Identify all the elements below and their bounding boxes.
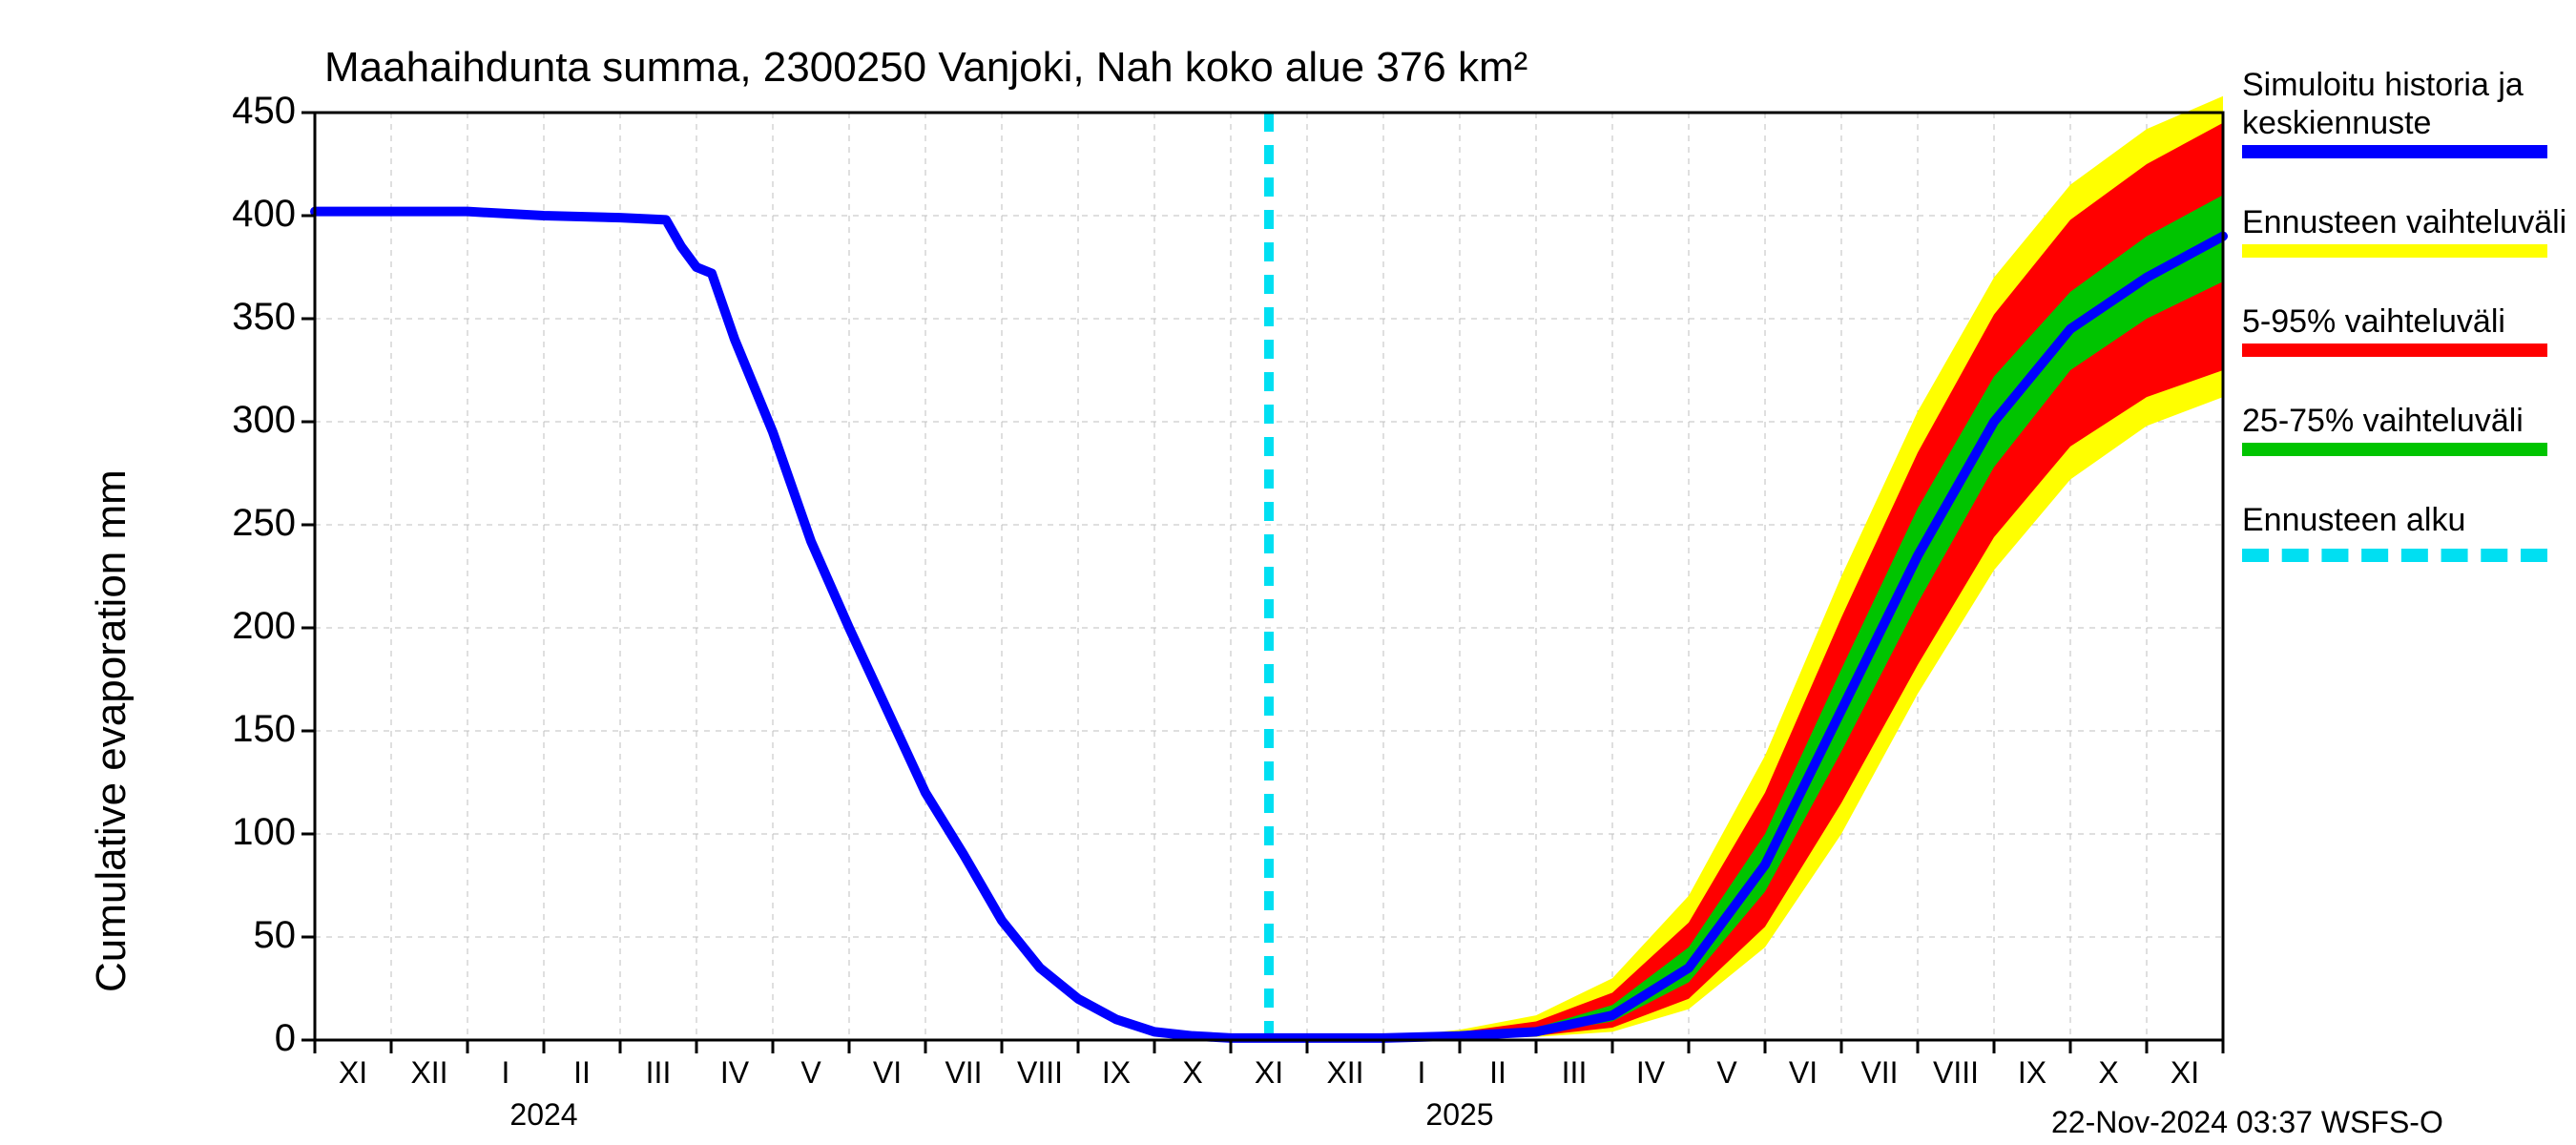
legend-swatch xyxy=(2242,145,2547,158)
footer-timestamp: 22-Nov-2024 03:37 WSFS-O xyxy=(2051,1105,2443,1140)
legend-label: 25-75% vaihteluväli xyxy=(2242,403,2524,440)
legend-label: Ennusteen alku xyxy=(2242,502,2465,539)
legend-label: 5-95% vaihteluväli xyxy=(2242,303,2505,341)
legend-swatch xyxy=(2242,244,2547,258)
legend-label: Simuloitu historia ja xyxy=(2242,67,2524,104)
legend-label: keskiennuste xyxy=(2242,105,2431,142)
evaporation-chart: Maahaihdunta summa, 2300250 Vanjoki, Nah… xyxy=(0,0,2576,1145)
legend-label: Ennusteen vaihteluväli xyxy=(2242,204,2566,241)
legend-swatch xyxy=(2242,443,2547,456)
legend-swatch xyxy=(2242,549,2547,562)
legend-swatch xyxy=(2242,344,2547,357)
plot-area xyxy=(0,0,2576,1145)
